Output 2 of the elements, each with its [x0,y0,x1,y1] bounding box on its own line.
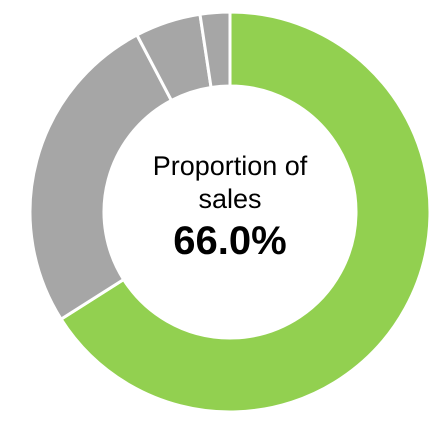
text: 66.0% [172,218,288,265]
text: Proportion of sales [152,150,308,216]
